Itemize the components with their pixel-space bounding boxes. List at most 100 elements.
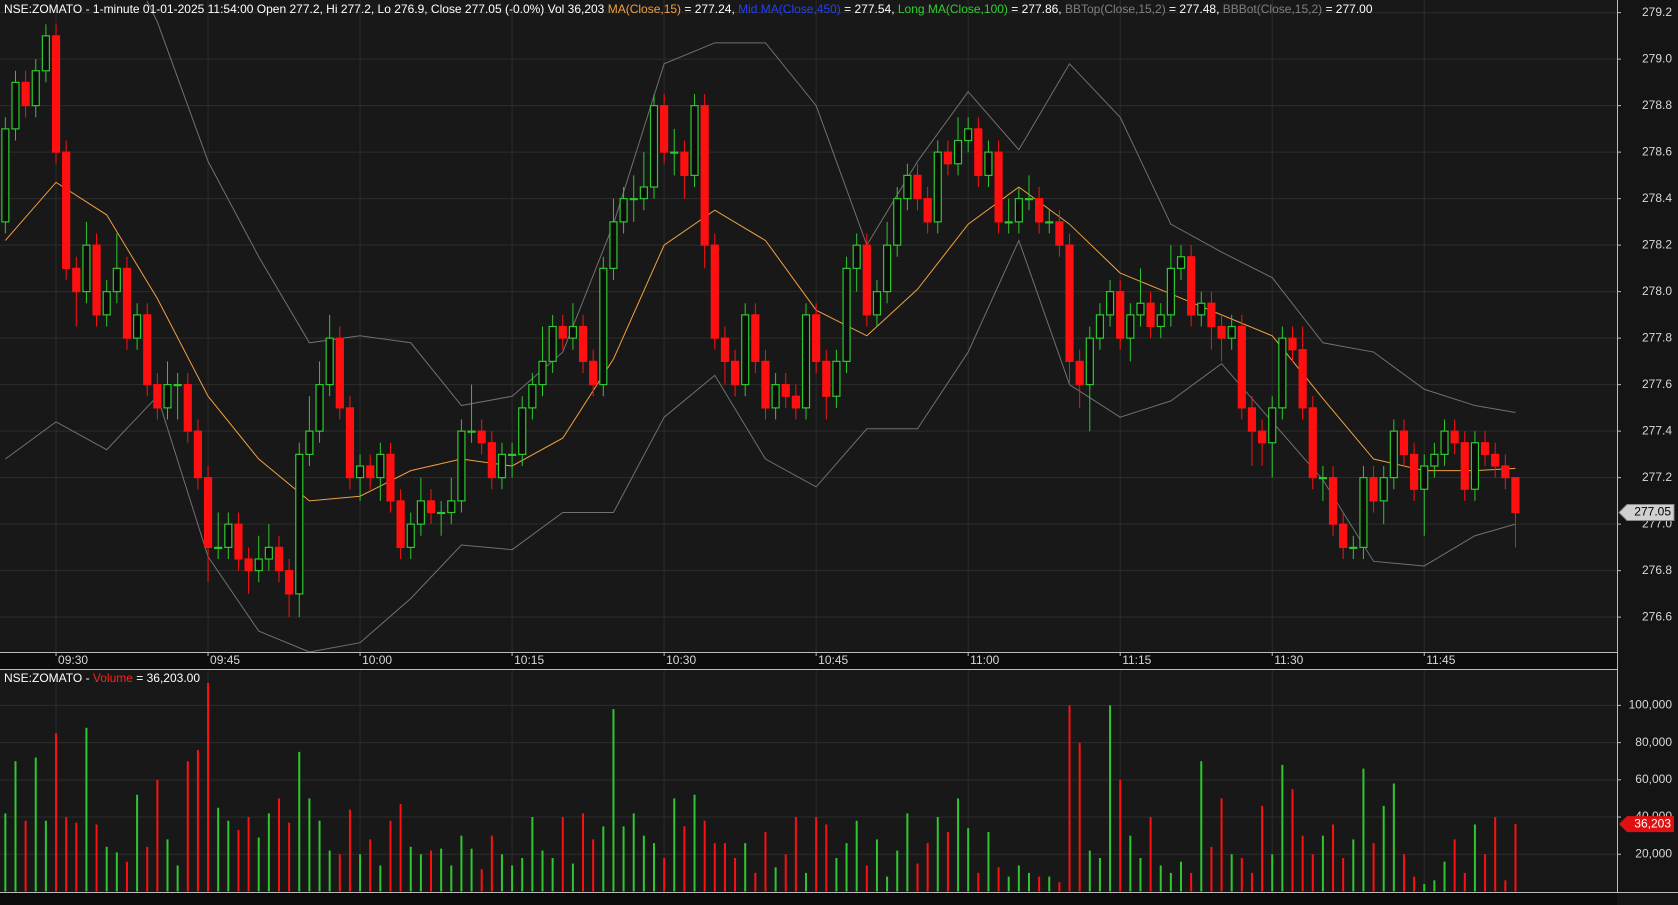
candle-body xyxy=(599,267,608,386)
candle-body xyxy=(832,360,841,397)
candle-body xyxy=(923,198,932,223)
y-tick-label: 277.2 xyxy=(1642,470,1672,484)
candle-body xyxy=(112,267,121,293)
candle-body xyxy=(720,337,730,362)
volume-header: NSE:ZOMATO - Volume = 36,203.00 xyxy=(4,670,200,686)
candle-body xyxy=(660,105,669,153)
y-tick-label: 278.2 xyxy=(1642,237,1672,251)
candle-body xyxy=(274,546,284,572)
candle-body xyxy=(1014,198,1023,223)
candle-body xyxy=(872,291,882,316)
candle-body xyxy=(1166,267,1175,316)
candle-body xyxy=(903,174,912,200)
candle-body xyxy=(1399,430,1409,455)
candle-body xyxy=(406,523,415,548)
candle-body xyxy=(609,221,618,269)
candle-body xyxy=(1369,477,1378,502)
candle-body xyxy=(751,314,760,362)
candle-body xyxy=(893,198,902,246)
candle-body xyxy=(1288,337,1297,351)
candle-body xyxy=(1055,221,1064,246)
candle-body xyxy=(1268,407,1277,444)
candle-body xyxy=(1004,221,1013,224)
candle-body xyxy=(51,35,61,153)
candle-body xyxy=(933,151,942,223)
candle-body xyxy=(447,500,456,514)
candle-body xyxy=(1318,477,1328,480)
candle-body xyxy=(31,70,40,107)
candle-body xyxy=(842,267,851,362)
y-tick-label: 276.6 xyxy=(1642,609,1672,623)
candle-body xyxy=(1257,430,1267,444)
candle-body xyxy=(801,314,811,409)
x-tick-label: 10:30 xyxy=(666,653,696,667)
candle-body xyxy=(1440,430,1449,455)
candle-body xyxy=(193,430,203,479)
candle-body xyxy=(153,384,162,409)
candle-body xyxy=(1116,291,1125,339)
candle-body xyxy=(224,523,233,548)
candle-body xyxy=(538,360,547,386)
candle-body xyxy=(1024,198,1034,201)
y-tick-label: 278.6 xyxy=(1642,144,1672,158)
y-tick-label: 278.8 xyxy=(1642,98,1672,112)
header-segment: = 36,203.00 xyxy=(132,671,200,685)
candle-body xyxy=(791,395,800,409)
candle-body xyxy=(366,465,375,479)
candle-body xyxy=(629,198,638,201)
candles xyxy=(1,24,1520,618)
candle-body xyxy=(578,325,588,362)
candle-body xyxy=(1278,337,1287,409)
candle-body xyxy=(426,500,436,514)
x-tick-label: 11:45 xyxy=(1426,653,1455,667)
candle-body xyxy=(700,105,709,246)
indicator-line xyxy=(146,1,1516,414)
candle-body xyxy=(1328,477,1338,525)
candle-body xyxy=(568,325,578,339)
header-segment: MA(Close,15) xyxy=(607,2,682,16)
candle-body xyxy=(173,384,182,387)
candle-body xyxy=(41,35,50,72)
candle-body xyxy=(1480,442,1490,455)
candle-body xyxy=(285,570,294,595)
axis-column xyxy=(1617,0,1678,905)
indicator-line xyxy=(4,181,1516,502)
candle-body xyxy=(690,105,699,176)
candle-body xyxy=(82,244,91,293)
candle-body xyxy=(437,511,446,515)
candle-body xyxy=(1410,453,1419,490)
candle-body xyxy=(1075,360,1084,386)
candle-body xyxy=(1045,221,1054,224)
candle-body xyxy=(133,314,142,339)
candle-body xyxy=(1035,198,1044,223)
candle-body xyxy=(1460,442,1469,490)
last-price-label: 277.05 xyxy=(1634,505,1671,519)
candle-body xyxy=(315,384,324,432)
candle-body xyxy=(305,430,314,455)
header-segment: = 277.54, xyxy=(840,2,898,16)
candle-body xyxy=(639,186,648,200)
candle-body xyxy=(1308,407,1317,479)
candle-body xyxy=(862,244,871,316)
candle-body xyxy=(1136,302,1145,316)
price-header: NSE:ZOMATO - 1-minute 01-01-2025 11:54:0… xyxy=(4,1,1373,17)
candle-body xyxy=(558,325,567,339)
candle-body xyxy=(1501,465,1510,479)
candle-body xyxy=(1349,546,1358,549)
candle-body xyxy=(1227,325,1236,339)
header-segment: BBBot(Close,15,2) xyxy=(1222,2,1323,16)
candle-body xyxy=(264,546,273,560)
header-segment: NSE:ZOMATO - 1-minute 01-01-2025 11:54:0… xyxy=(4,2,608,16)
candle-body xyxy=(62,151,71,269)
y-tick-label: 279.0 xyxy=(1642,51,1672,65)
x-tick-label: 09:30 xyxy=(58,653,88,667)
y-tick-label: 100,000 xyxy=(1629,698,1673,712)
x-tick-label: 11:30 xyxy=(1274,653,1303,667)
candle-body xyxy=(994,151,1003,223)
y-tick-label: 279.2 xyxy=(1642,5,1672,19)
last-volume-tag xyxy=(1619,816,1674,833)
y-tick-label: 277.8 xyxy=(1642,330,1672,344)
candle-body xyxy=(467,430,476,433)
candle-body xyxy=(345,407,355,479)
